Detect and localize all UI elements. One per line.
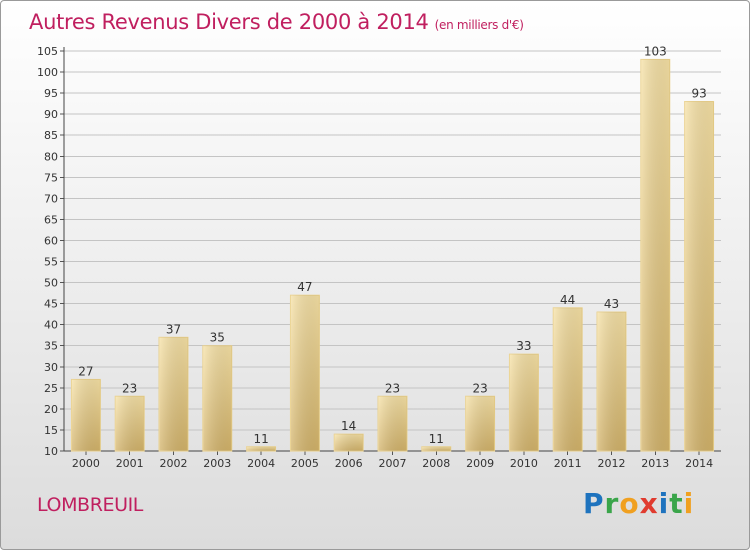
y-tick-label: 10 [44, 445, 58, 458]
y-tick-label: 35 [44, 340, 58, 353]
bar-shading [553, 307, 583, 451]
y-tick-labels: 10 15 20 25 30 35 40 45 50 55 60 65 70 75 80 85 90 95 100 1… [37, 45, 58, 458]
data-label-2007: 23 [385, 381, 400, 395]
bar-shading [290, 295, 320, 451]
y-tick-label: 15 [44, 424, 58, 437]
bar-shading [640, 59, 670, 451]
y-tick-label: 50 [44, 277, 58, 290]
chart-title: Autres Revenus Divers de 2000 à 2014 (en … [29, 10, 524, 34]
y-tick-label: 25 [44, 382, 58, 395]
x-tick-label-2014: 2014 [685, 457, 713, 470]
data-label-2006: 14 [341, 419, 356, 433]
y-tick-label: 90 [44, 108, 58, 121]
x-tick-label-2013: 2013 [641, 457, 669, 470]
y-tick-label: 100 [37, 66, 58, 79]
x-tick-label-2001: 2001 [116, 457, 144, 470]
data-label-2009: 23 [472, 381, 487, 395]
data-label-2012: 43 [604, 297, 619, 311]
data-label-2010: 33 [516, 339, 531, 353]
chart-subtitle: (en milliers d'€) [434, 18, 524, 32]
logo-letter: r [604, 487, 620, 520]
y-tick-label: 20 [44, 403, 58, 416]
y-tick-label: 30 [44, 361, 58, 374]
x-tick-label-2012: 2012 [598, 457, 626, 470]
bar-shading [684, 101, 714, 452]
x-tick-label-2007: 2007 [379, 457, 407, 470]
data-label-2002: 37 [166, 322, 181, 336]
bar-shading [334, 434, 364, 451]
x-tick-label-2011: 2011 [554, 457, 582, 470]
bar-shading [421, 446, 451, 451]
bar-shading [597, 312, 626, 451]
proxiti-logo[interactable]: Proxiti [583, 487, 694, 520]
x-tick-label-2000: 2000 [72, 457, 100, 470]
x-tick-label-2006: 2006 [335, 457, 363, 470]
x-tick-labels: 2000 2001 2002 2003 2004 2005 2006 2007 2008 2009… [72, 457, 713, 470]
data-label-2005: 47 [297, 280, 312, 294]
logo-letter: t [669, 487, 684, 520]
data-label-2011: 44 [560, 293, 575, 307]
bar-shading [115, 396, 145, 451]
data-label-2003: 35 [210, 331, 225, 345]
y-tick-label: 45 [44, 298, 58, 311]
logo-letter: x [639, 487, 659, 520]
y-tick-label: 70 [44, 192, 58, 205]
bar-shading [159, 337, 188, 451]
y-tick-label: 65 [44, 213, 58, 226]
y-tick-label: 60 [44, 234, 58, 247]
x-tick-label-2009: 2009 [466, 457, 494, 470]
city-name: LOMBREUIL [37, 494, 143, 516]
y-tick-label: 105 [37, 45, 58, 58]
bars [70, 58, 715, 452]
x-tick-label-2002: 2002 [160, 457, 188, 470]
y-tick-label: 95 [44, 87, 58, 100]
x-tick-label-2004: 2004 [247, 457, 275, 470]
bar-shading [465, 396, 495, 451]
x-tick-label-2008: 2008 [422, 457, 450, 470]
x-tick-label-2003: 2003 [203, 457, 231, 470]
data-label-2000: 27 [78, 364, 93, 378]
x-tick-label-2005: 2005 [291, 457, 319, 470]
x-tick-label-2010: 2010 [510, 457, 538, 470]
bar-shading [202, 345, 232, 451]
y-tick-label: 75 [44, 171, 58, 184]
bar-shading [509, 354, 539, 451]
y-tick-label: 80 [44, 150, 58, 163]
data-labels: 27 23 37 35 11 47 14 23 11 23 33 44 43 103 93 [78, 44, 706, 445]
data-label-2004: 11 [253, 432, 268, 446]
bar-shading [71, 379, 101, 451]
data-label-2008: 11 [429, 432, 444, 446]
logo-letter: i [658, 487, 670, 520]
data-label-2013: 103 [644, 44, 667, 58]
y-tick-label: 55 [44, 256, 58, 269]
logo-letter: o [619, 487, 640, 520]
y-tick-label: 40 [44, 319, 58, 332]
logo-letter: P [583, 487, 605, 520]
data-label-2014: 93 [691, 87, 706, 101]
bar-shading [378, 396, 407, 451]
bar-shading [246, 446, 276, 451]
chart-title-text: Autres Revenus Divers de 2000 à 2014 [29, 10, 429, 34]
data-label-2001: 23 [122, 381, 137, 395]
y-tick-label: 85 [44, 129, 58, 142]
logo-letter: i [683, 487, 695, 520]
